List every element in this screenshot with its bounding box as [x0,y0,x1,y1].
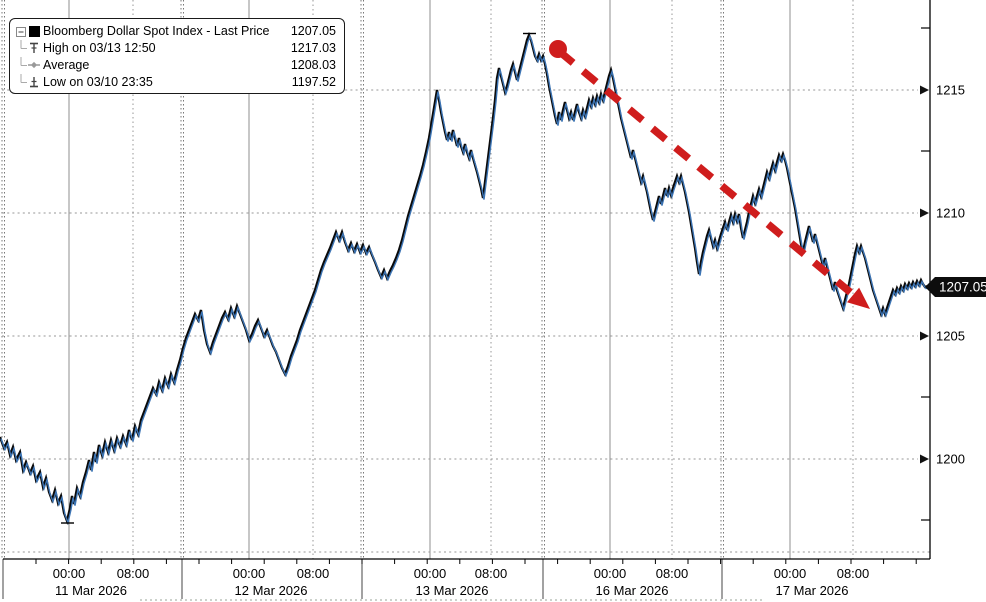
legend-high-label: High on 03/13 12:50 [43,40,156,55]
legend-series-label: Bloomberg Dollar Spot Index - Last Price [43,23,270,38]
x-time-label: 08:00 [117,566,150,581]
x-time-label: 08:00 [297,566,330,581]
legend-high-value: 1217.03 [290,40,336,55]
price-line-black [0,31,929,525]
y-tick-arrow [920,208,929,218]
x-axis-labels: 00:00 08:00 11 Mar 2026 00:00 08:00 12 Mar 20… [35,559,917,598]
x-date-label: 17 Mar 2026 [776,583,849,598]
low-marker-icon [15,73,43,90]
legend-row-average[interactable]: Average 1208.03 [15,56,336,73]
y-tick-label: 1215 [936,83,965,98]
trend-arrow [549,40,870,309]
legend-average-value: 1208.03 [290,57,336,72]
y-tick-arrow [920,331,929,341]
x-time-label: 00:00 [774,566,807,581]
y-tick-label: 1205 [936,329,965,344]
legend-row-last-price[interactable]: Bloomberg Dollar Spot Index - Last Price… [15,22,336,39]
trend-arrow-line [557,49,859,300]
x-time-label: 08:00 [475,566,508,581]
price-series [0,31,930,526]
x-time-label: 00:00 [414,566,447,581]
legend-low-label: Low on 03/10 23:35 [43,74,153,89]
legend-box: Bloomberg Dollar Spot Index - Last Price… [9,18,345,94]
x-time-label: 00:00 [53,566,86,581]
legend-low-value: 1197.52 [291,74,336,89]
y-axis-labels: 1215 1210 1205 1200 [920,27,965,521]
x-date-label: 13 Mar 2026 [416,583,489,598]
x-time-label: 08:00 [837,566,870,581]
x-date-label: 12 Mar 2026 [235,583,308,598]
y-tick-label: 1200 [936,452,965,467]
last-price-badge: 1207.05 [925,277,986,297]
x-date-label: 16 Mar 2026 [596,583,669,598]
series-swatch-icon [29,25,40,37]
legend-series-value: 1207.05 [290,23,336,38]
x-time-label: 08:00 [656,566,689,581]
price-line-blue [0,34,930,526]
y-tick-label: 1210 [936,206,965,221]
legend-row-high[interactable]: High on 03/13 12:50 1217.03 [15,39,336,56]
legend-average-label: Average [43,57,90,72]
x-time-label: 00:00 [233,566,266,581]
high-marker-icon [15,39,43,56]
y-tick-arrow [920,85,929,95]
x-date-label: 11 Mar 2026 [55,583,127,598]
axes [3,0,931,560]
y-tick-arrow [920,454,929,464]
x-time-label: 00:00 [594,566,627,581]
trend-arrow-head [847,287,870,309]
legend-row-low[interactable]: Low on 03/10 23:35 1197.52 [15,73,336,90]
gridlines [1,0,930,601]
last-price-value: 1207.05 [939,280,986,295]
tree-expand-icon[interactable] [15,23,43,39]
average-marker-icon [15,56,43,73]
